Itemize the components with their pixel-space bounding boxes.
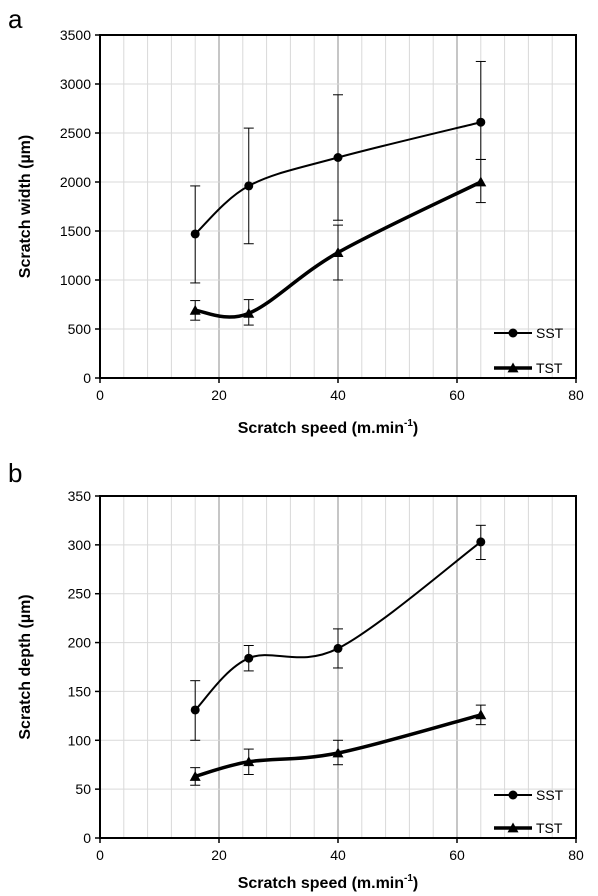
data-point [332,247,344,257]
y-axis-title: Scratch depth (µm) [17,594,34,739]
data-point [476,537,486,547]
x-tick-label: 20 [211,387,227,403]
chart-panel-a: a 0 20 40 60 80 0 500 1000 1500 2000 2500 3000 3500 Sc… [8,4,584,437]
data-point [190,229,200,239]
y-tick-label: 150 [68,683,92,699]
x-axis-title: Scratch speed (m.min-1) [238,418,419,437]
data-point [244,653,254,663]
y-tick-label: 50 [75,781,91,797]
data-point [189,304,201,315]
panel-letter: b [8,460,22,488]
data-point [243,307,255,318]
data-point [333,643,343,653]
legend-marker [507,822,519,833]
series-line [194,541,482,711]
x-tick-label: 0 [96,847,104,863]
series-line [194,713,482,779]
legend-label: TST [536,360,563,376]
x-tick-label: 60 [449,847,465,863]
legend-marker [507,362,519,373]
series-line [194,180,482,319]
legend-label: SST [536,325,564,341]
data-point [476,117,486,127]
series-tst: TST [189,158,563,376]
x-tick-label: 80 [568,387,584,403]
series-sst: SST [190,60,564,341]
y-tick-label: 1000 [60,272,91,288]
y-tick-label: 200 [68,635,92,651]
y-tick-label: 0 [83,370,91,386]
data-point [243,756,255,767]
y-tick-label: 350 [68,488,92,504]
legend-marker [508,328,518,338]
chart-panel-b: b 0 20 40 60 80 0 50 100 150 200 250 300 350 Scratch s… [0,460,598,896]
chart-svg: b 0 20 40 60 80 0 50 100 150 200 250 300 350 Scratch s… [8,460,584,892]
data-point [475,709,487,720]
y-tick-label: 0 [83,830,91,846]
series-sst: SST [190,524,564,803]
legend-marker [508,790,518,800]
y-tick-label: 100 [68,732,92,748]
x-tick-label: 80 [568,847,584,863]
data-point [190,705,200,715]
series-line [194,121,482,235]
y-tick-label: 1500 [60,223,91,239]
y-tick-label: 300 [68,537,92,553]
data-point [332,747,344,758]
y-axis-title: Scratch width (µm) [17,135,34,278]
y-tick-label: 3000 [60,76,91,92]
series-tst: TST [189,704,563,836]
x-tick-label: 0 [96,387,104,403]
x-tick-label: 40 [330,387,346,403]
x-tick-label: 20 [211,847,227,863]
y-tick-label: 2500 [60,125,91,141]
y-tick-label: 500 [68,321,92,337]
y-tick-label: 3500 [60,27,91,43]
legend-label: SST [536,787,564,803]
legend-label: TST [536,820,563,836]
data-point [244,181,254,191]
chart-svg: a 0 20 40 60 80 0 500 1000 1500 2000 2500 3000 3500 Sc… [8,4,584,437]
x-tick-label: 60 [449,387,465,403]
y-tick-label: 2000 [60,174,91,190]
data-point [475,176,487,187]
panel-letter: a [8,4,23,34]
y-tick-label: 250 [68,586,92,602]
x-tick-label: 40 [330,847,346,863]
x-axis-title: Scratch speed (m.min-1) [238,873,419,892]
data-point [333,153,343,162]
data-point [189,770,201,781]
